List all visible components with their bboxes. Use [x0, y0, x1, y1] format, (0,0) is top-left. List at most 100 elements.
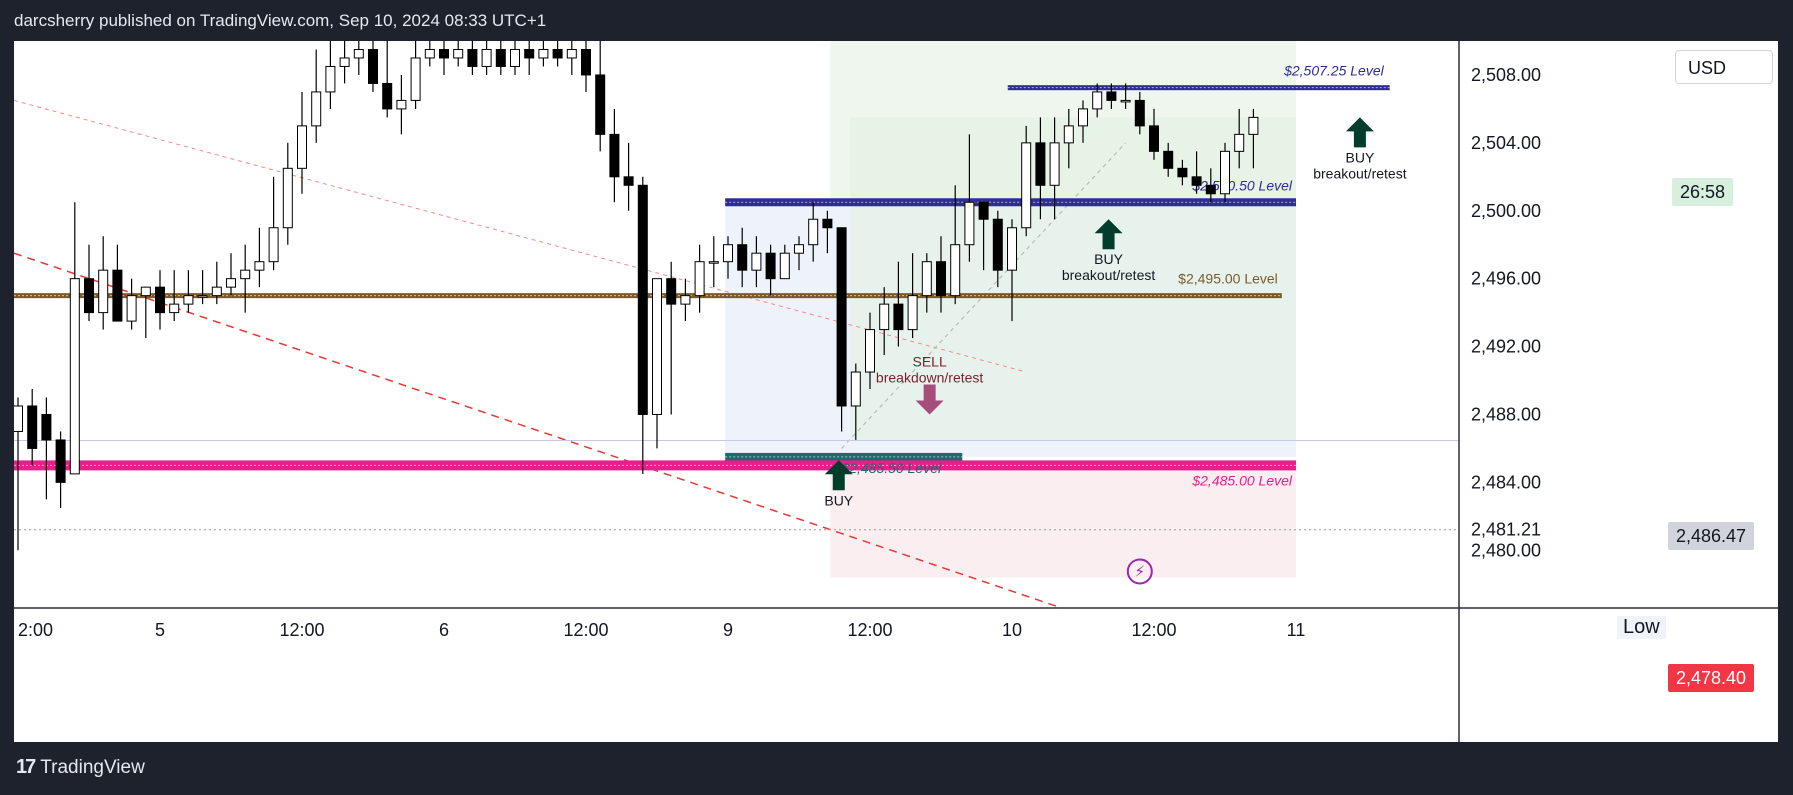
candle-body — [226, 278, 236, 288]
candle-body — [353, 48, 364, 59]
candle-body — [439, 48, 449, 59]
candle-body — [737, 244, 748, 271]
candle-body — [396, 99, 407, 110]
candle-body — [282, 167, 293, 229]
buy-arrow — [824, 460, 853, 491]
countdown-badge: 26:58 — [1672, 178, 1734, 206]
candle-body — [765, 252, 776, 280]
x-tick-label: 11 — [1287, 620, 1306, 640]
candle-body — [1049, 142, 1060, 186]
candle-body — [1120, 99, 1131, 103]
level-label: $2,485.50 Level — [840, 460, 942, 476]
candle-body — [552, 48, 563, 59]
candle-body — [325, 65, 336, 93]
candle-body — [907, 295, 918, 331]
candle-body — [751, 252, 762, 271]
candle-body — [27, 405, 38, 449]
y-tick-label: 2,508.00 — [1471, 65, 1541, 85]
x-tick-label: 12:00 — [1131, 620, 1176, 640]
candle-body — [311, 91, 322, 127]
tradingview-logo[interactable]: 17 TradingView — [16, 756, 145, 779]
candle-body — [808, 218, 819, 246]
candle-body — [254, 261, 265, 271]
tv-logo-icon: 17 — [16, 756, 36, 778]
low-label: Low — [1617, 616, 1666, 639]
publish-header: darcsherry published on TradingView.com,… — [14, 11, 547, 30]
candle-body — [850, 371, 861, 407]
currency-selector[interactable]: USD — [1675, 50, 1773, 84]
low-price-label: 2,481.21 — [1471, 520, 1541, 540]
candle-body — [14, 405, 23, 432]
level-label: $2,495.00 Level — [1178, 271, 1278, 287]
candle-body — [879, 303, 890, 331]
candle-body — [566, 48, 577, 59]
candle-body — [836, 227, 847, 407]
sell-label: SELL — [913, 353, 947, 369]
candle-body — [169, 303, 180, 314]
candle-body — [893, 303, 904, 331]
candle-body — [1234, 133, 1245, 152]
y-tick-label: 2,496.00 — [1471, 269, 1541, 289]
candle-body — [453, 48, 464, 59]
candle-body — [950, 244, 961, 297]
candle-body — [1163, 150, 1174, 169]
y-tick-label: 2,484.00 — [1471, 472, 1541, 492]
candle-body — [240, 269, 251, 280]
zone-lower — [830, 465, 1296, 578]
candle-body — [1021, 142, 1032, 229]
candle-body — [708, 261, 719, 264]
candle-body — [581, 48, 591, 76]
candle-body — [510, 48, 520, 67]
candle-body — [921, 261, 932, 297]
candle-body — [1092, 91, 1103, 110]
candle-body — [297, 125, 307, 169]
x-tick-label: 10 — [1002, 620, 1022, 640]
buy-label: BUY — [1346, 149, 1375, 165]
buy-label: BUY — [824, 492, 853, 508]
candle-body — [779, 252, 790, 280]
last-price-badge: 2,486.47 — [1668, 522, 1755, 550]
buy-arrow — [1345, 117, 1374, 148]
buy-sublabel: breakout/retest — [1313, 165, 1406, 181]
candle-body — [936, 261, 946, 297]
candle-body — [467, 48, 478, 67]
x-tick-label: 9 — [723, 620, 733, 640]
bottom-price-badge: 2,478.40 — [1668, 664, 1755, 692]
lightning-icon — [1126, 558, 1153, 585]
x-tick-label: 12:00 — [847, 620, 892, 640]
candle-body — [794, 244, 804, 254]
x-tick-label: 5 — [155, 620, 165, 640]
candle-body — [112, 269, 123, 322]
candle-body — [183, 295, 194, 305]
level-line — [725, 452, 963, 461]
candle-body — [368, 48, 378, 84]
buy-sublabel: breakout/retest — [1062, 267, 1155, 283]
x-tick-label: 12:00 — [279, 620, 324, 640]
candle-body — [865, 329, 875, 373]
candle-body — [140, 286, 151, 297]
candle-body — [98, 269, 109, 314]
y-tick-label: 2,488.00 — [1471, 404, 1541, 424]
y-tick-label: 2,492.00 — [1471, 337, 1541, 357]
candle-body — [666, 278, 677, 305]
candle-body — [1220, 150, 1230, 195]
candle-body — [623, 176, 634, 186]
sell-arrow — [915, 384, 944, 415]
candle-body — [1149, 125, 1159, 152]
candle-body — [609, 133, 620, 178]
candle-body — [424, 48, 435, 59]
candle-body — [1248, 116, 1259, 135]
candle-body — [41, 413, 52, 441]
candle-body — [978, 201, 989, 220]
candle-body — [538, 48, 549, 59]
candle-body — [126, 295, 137, 322]
lightning-glyph: ⚡ — [1135, 562, 1146, 580]
candle-body — [964, 201, 975, 246]
candle-body — [84, 278, 94, 314]
buy-arrow — [1094, 219, 1123, 250]
chart-area[interactable]: $2,507.25 Level $2,500.50 Level $2,495.00 … — [14, 41, 1778, 742]
candle-body — [723, 244, 733, 263]
candle-body — [1177, 167, 1188, 178]
candle-body — [1007, 227, 1017, 271]
price-chart[interactable]: $2,507.25 Level $2,500.50 Level $2,495.00 … — [14, 41, 1778, 742]
